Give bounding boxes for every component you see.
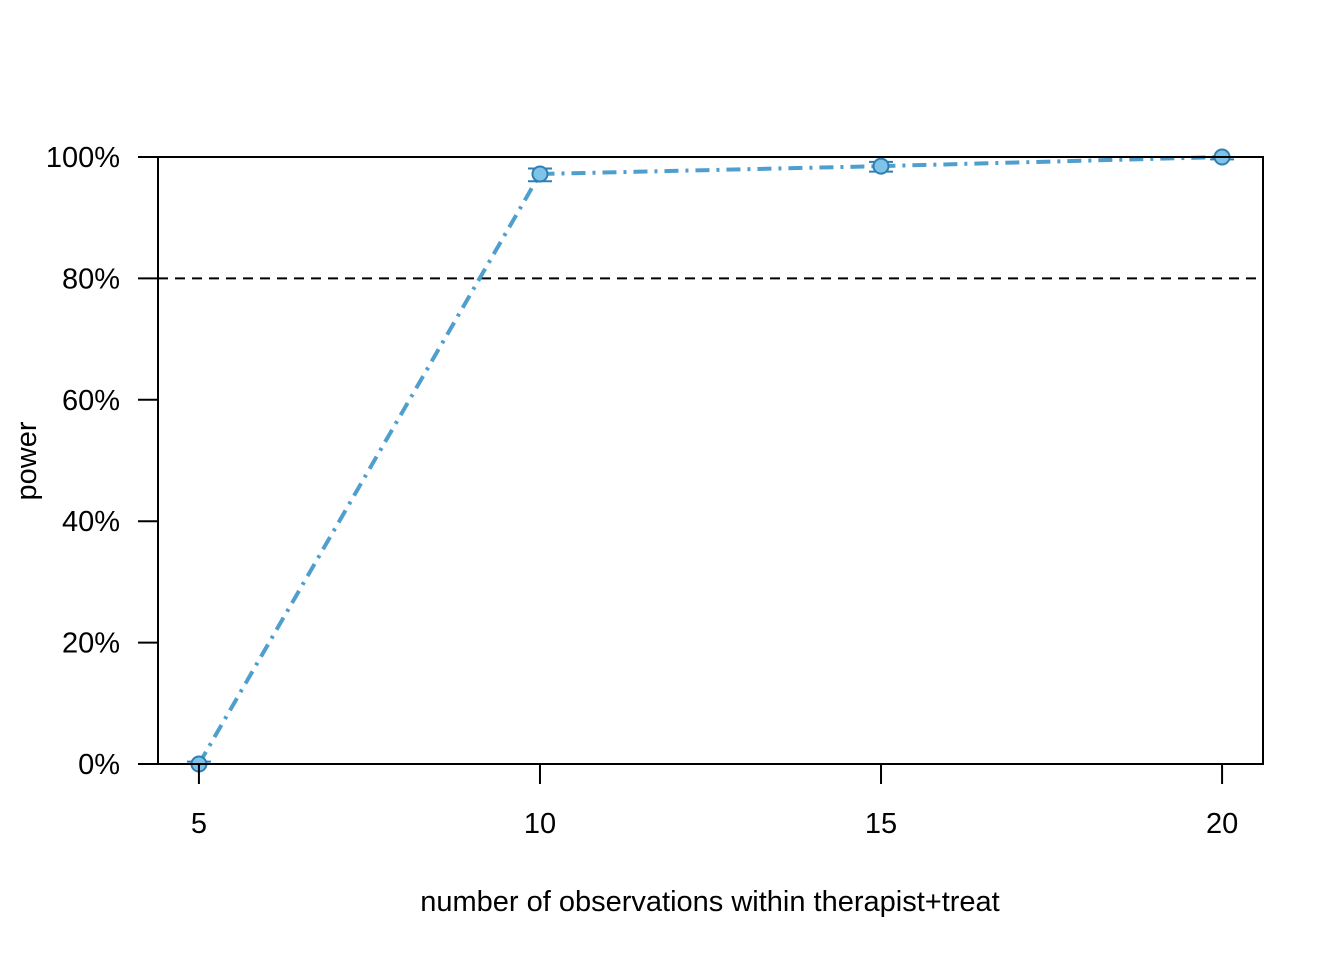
y-axis: 0% 20% 40% 60% 80% 100% <box>46 142 158 781</box>
y-tick-label: 100% <box>46 142 120 174</box>
y-axis-label: power <box>11 421 43 500</box>
y-tick-label: 40% <box>62 506 120 538</box>
data-point <box>531 165 549 183</box>
x-tick-label: 10 <box>524 808 556 840</box>
y-tick-label: 0% <box>78 749 120 781</box>
y-tick-label: 80% <box>62 263 120 295</box>
plot-frame <box>157 156 1264 765</box>
x-axis: 5 10 15 20 <box>191 764 1238 840</box>
x-tick-label: 5 <box>191 808 207 840</box>
series-line <box>197 155 1223 766</box>
x-tick-label: 20 <box>1206 808 1238 840</box>
x-tick-label: 15 <box>865 808 897 840</box>
x-axis-label: number of observations within therapist+… <box>420 886 1000 918</box>
series-layer <box>186 148 1235 773</box>
data-point <box>872 157 890 175</box>
y-tick-label: 60% <box>62 385 120 417</box>
y-tick-label: 20% <box>62 628 120 660</box>
